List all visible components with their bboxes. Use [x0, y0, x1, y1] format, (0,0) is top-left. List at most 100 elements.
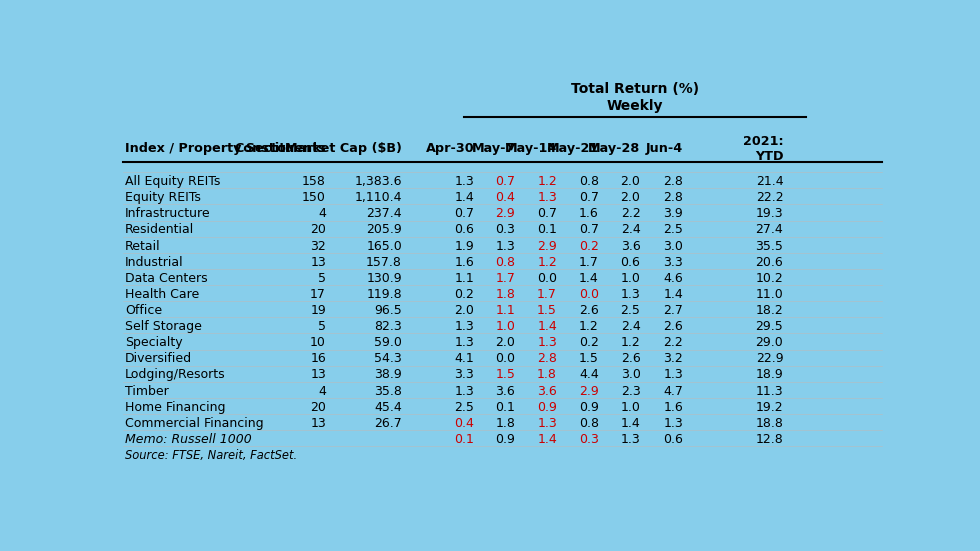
Text: 0.1: 0.1	[537, 223, 557, 236]
Text: Constituents: Constituents	[234, 142, 326, 155]
Text: 27.4: 27.4	[756, 223, 783, 236]
Text: 10: 10	[311, 336, 326, 349]
Text: 1.0: 1.0	[495, 320, 515, 333]
Text: 0.7: 0.7	[537, 207, 557, 220]
Text: 2.8: 2.8	[537, 353, 557, 365]
Text: 5: 5	[318, 320, 326, 333]
Text: Memo: Russell 1000: Memo: Russell 1000	[124, 433, 252, 446]
Text: 1.5: 1.5	[495, 369, 515, 381]
Text: 157.8: 157.8	[367, 256, 402, 269]
Text: Market Cap ($B): Market Cap ($B)	[285, 142, 402, 155]
Text: 2.9: 2.9	[496, 207, 515, 220]
Text: 1.3: 1.3	[663, 417, 683, 430]
Text: 4: 4	[318, 385, 326, 398]
Text: Equity REITs: Equity REITs	[124, 191, 201, 204]
Text: 11.0: 11.0	[756, 288, 783, 301]
Text: 54.3: 54.3	[374, 353, 402, 365]
Text: 0.6: 0.6	[663, 433, 683, 446]
Text: 3.3: 3.3	[455, 369, 474, 381]
Text: 29.5: 29.5	[756, 320, 783, 333]
Text: Source: FTSE, Nareit, FactSet.: Source: FTSE, Nareit, FactSet.	[124, 449, 297, 462]
Text: 0.2: 0.2	[579, 240, 599, 252]
Text: 2.6: 2.6	[620, 353, 641, 365]
Text: 19.3: 19.3	[756, 207, 783, 220]
Text: 20.6: 20.6	[756, 256, 783, 269]
Text: Index / Property Sector: Index / Property Sector	[124, 142, 292, 155]
Text: 3.3: 3.3	[663, 256, 683, 269]
Text: 1.3: 1.3	[537, 191, 557, 204]
Text: 4.1: 4.1	[455, 353, 474, 365]
Text: 11.3: 11.3	[756, 385, 783, 398]
Text: May-14: May-14	[505, 142, 557, 155]
Text: 1.9: 1.9	[455, 240, 474, 252]
Text: 2.9: 2.9	[579, 385, 599, 398]
Text: 1.1: 1.1	[455, 272, 474, 285]
Text: 1.3: 1.3	[455, 336, 474, 349]
Text: 1.8: 1.8	[495, 288, 515, 301]
Text: 1.3: 1.3	[455, 385, 474, 398]
Text: 1.3: 1.3	[620, 433, 641, 446]
Text: 0.4: 0.4	[455, 417, 474, 430]
Text: May-7: May-7	[471, 142, 515, 155]
Text: Jun-4: Jun-4	[646, 142, 683, 155]
Text: 1.6: 1.6	[455, 256, 474, 269]
Text: 2.4: 2.4	[620, 320, 641, 333]
Text: 1.3: 1.3	[663, 369, 683, 381]
Text: 1.0: 1.0	[620, 401, 641, 414]
Text: 0.9: 0.9	[537, 401, 557, 414]
Text: 0.3: 0.3	[495, 223, 515, 236]
Text: 0.0: 0.0	[537, 272, 557, 285]
Text: 3.9: 3.9	[663, 207, 683, 220]
Text: 82.3: 82.3	[374, 320, 402, 333]
Text: 1.8: 1.8	[495, 417, 515, 430]
Text: 96.5: 96.5	[374, 304, 402, 317]
Text: Apr-30: Apr-30	[425, 142, 474, 155]
Text: 2.4: 2.4	[620, 223, 641, 236]
Text: 1.3: 1.3	[620, 288, 641, 301]
Text: 1.5: 1.5	[537, 304, 557, 317]
Text: 10.2: 10.2	[756, 272, 783, 285]
Text: 20: 20	[311, 401, 326, 414]
Text: Specialty: Specialty	[124, 336, 182, 349]
Text: Total Return (%): Total Return (%)	[571, 83, 699, 96]
Text: 17: 17	[311, 288, 326, 301]
Text: 0.9: 0.9	[495, 433, 515, 446]
Text: 2.0: 2.0	[455, 304, 474, 317]
Text: 0.1: 0.1	[495, 401, 515, 414]
Text: Health Care: Health Care	[124, 288, 199, 301]
Text: 1.4: 1.4	[537, 433, 557, 446]
Text: Weekly: Weekly	[607, 99, 663, 114]
Text: 4.4: 4.4	[579, 369, 599, 381]
Text: 0.9: 0.9	[579, 401, 599, 414]
Text: 130.9: 130.9	[367, 272, 402, 285]
Text: 1.4: 1.4	[620, 417, 641, 430]
Text: 12.8: 12.8	[756, 433, 783, 446]
Text: Retail: Retail	[124, 240, 161, 252]
Text: 2021:
YTD: 2021: YTD	[743, 135, 783, 163]
Text: 165.0: 165.0	[367, 240, 402, 252]
Text: May-28: May-28	[588, 142, 641, 155]
Text: 2.0: 2.0	[620, 191, 641, 204]
Text: 0.2: 0.2	[579, 336, 599, 349]
Text: 4.7: 4.7	[663, 385, 683, 398]
Text: Timber: Timber	[124, 385, 169, 398]
Text: 2.8: 2.8	[663, 191, 683, 204]
Text: 1,110.4: 1,110.4	[355, 191, 402, 204]
Text: 0.6: 0.6	[455, 223, 474, 236]
Text: May-21: May-21	[547, 142, 599, 155]
Text: 3.6: 3.6	[496, 385, 515, 398]
Text: 21.4: 21.4	[756, 175, 783, 188]
Text: 0.8: 0.8	[579, 417, 599, 430]
Text: 1.4: 1.4	[579, 272, 599, 285]
Text: All Equity REITs: All Equity REITs	[124, 175, 220, 188]
Text: 22.2: 22.2	[756, 191, 783, 204]
Text: 4.6: 4.6	[663, 272, 683, 285]
Text: Infrastructure: Infrastructure	[124, 207, 211, 220]
Text: 22.9: 22.9	[756, 353, 783, 365]
Text: 13: 13	[311, 417, 326, 430]
Text: 1.7: 1.7	[579, 256, 599, 269]
Text: 13: 13	[311, 369, 326, 381]
Text: 2.5: 2.5	[455, 401, 474, 414]
Text: 1.2: 1.2	[537, 256, 557, 269]
Text: 13: 13	[311, 256, 326, 269]
